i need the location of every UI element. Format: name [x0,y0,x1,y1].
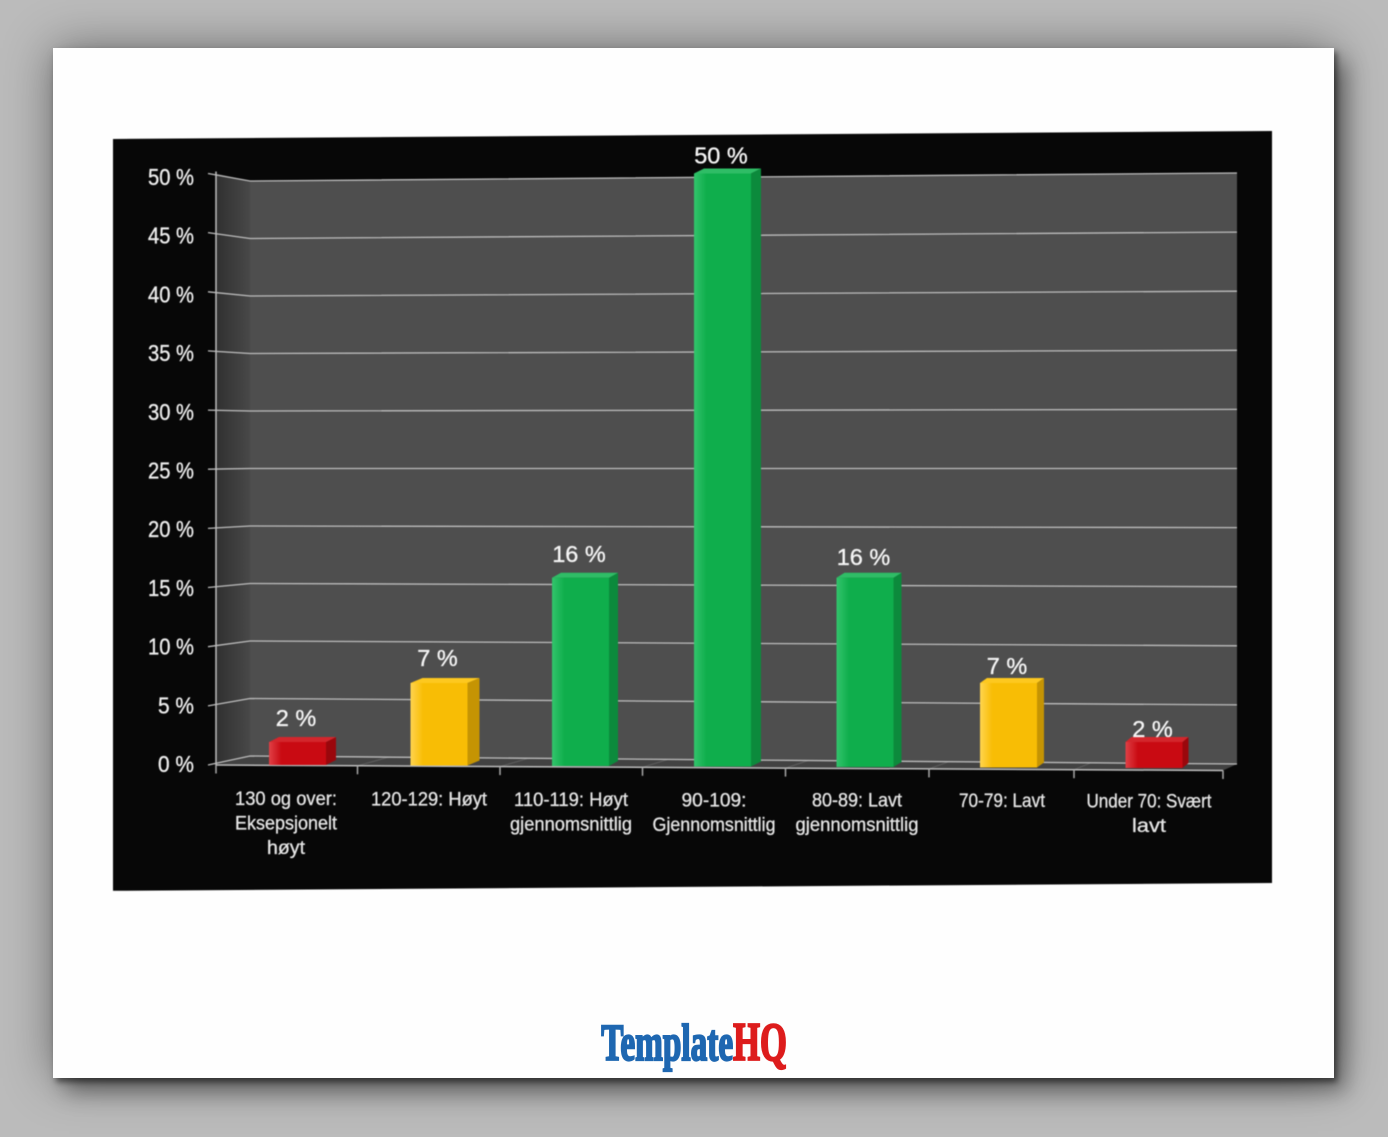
svg-text:Eksepsjonelt: Eksepsjonelt [235,814,338,835]
svg-text:35 %: 35 % [148,340,194,366]
svg-text:2 %: 2 % [276,705,317,731]
svg-text:5 %: 5 % [158,692,194,718]
svg-text:høyt: høyt [267,838,306,859]
svg-text:30 %: 30 % [148,399,194,425]
svg-text:16 %: 16 % [552,541,606,567]
svg-text:16 %: 16 % [837,544,891,570]
svg-text:25 %: 25 % [148,458,194,484]
svg-text:10 %: 10 % [148,634,194,660]
svg-text:2 %: 2 % [1132,716,1173,742]
svg-text:90-109:: 90-109: [682,790,747,811]
svg-text:40 %: 40 % [148,281,194,307]
svg-text:70-79: Lavt: 70-79: Lavt [959,791,1046,812]
svg-text:lavt: lavt [1132,816,1167,837]
svg-text:Under 70: Svært: Under 70: Svært [1087,792,1213,813]
svg-text:20 %: 20 % [148,516,194,542]
svg-text:0 %: 0 % [158,751,194,777]
svg-text:gjennomsnittlig: gjennomsnittlig [510,814,632,835]
svg-text:Gjennomsnittlig: Gjennomsnittlig [653,815,776,836]
svg-text:15 %: 15 % [148,575,194,601]
svg-text:80-89: Lavt: 80-89: Lavt [812,791,903,812]
svg-text:45 %: 45 % [148,223,194,249]
svg-text:7 %: 7 % [987,653,1028,679]
svg-text:50 %: 50 % [148,164,194,190]
svg-text:50 %: 50 % [694,143,748,169]
svg-text:7 %: 7 % [417,645,458,671]
svg-text:120-129: Høyt: 120-129: Høyt [371,789,488,810]
svg-text:130 og over:: 130 og over: [235,789,337,810]
svg-text:110-119: Høyt: 110-119: Høyt [514,790,629,811]
svg-text:gjennomsnittlig: gjennomsnittlig [796,815,919,836]
